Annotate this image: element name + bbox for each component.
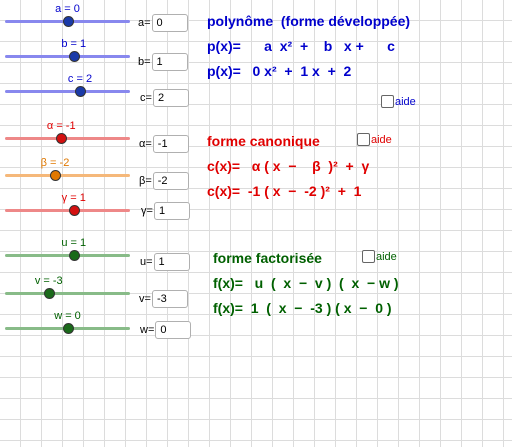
input-field-v[interactable]: v= -3: [139, 290, 188, 308]
input-label: a=: [138, 17, 151, 29]
value-input[interactable]: 1: [153, 253, 190, 271]
slider-knob[interactable]: [68, 51, 80, 62]
aide-label: aide: [395, 95, 416, 108]
aide-label: aide: [376, 250, 397, 263]
developed-form-general: p(x)= a x² + b x + c: [207, 38, 395, 54]
value-input[interactable]: -2: [152, 172, 189, 190]
slider-knob[interactable]: [75, 86, 86, 97]
slider-caption: u = 1: [61, 237, 87, 249]
input-field-alpha[interactable]: α= -1: [139, 135, 189, 153]
slider-gamma[interactable]: γ = 1: [5, 192, 130, 222]
checkbox-box[interactable]: [357, 133, 370, 146]
factored-form-general: f(x)= u ( x − v ) ( x − w ): [213, 275, 399, 291]
value-input[interactable]: 0: [151, 14, 188, 32]
slider-track[interactable]: [5, 55, 130, 58]
slider-caption: β = -2: [40, 157, 70, 169]
input-field-u[interactable]: u= 1: [140, 253, 190, 271]
factored-form-numeric: f(x)= 1 ( x − -3 ) ( x − 0 ): [213, 300, 392, 316]
developed-aide-checkbox[interactable]: aide: [381, 95, 416, 108]
input-label: α=: [139, 138, 152, 150]
slider-b[interactable]: b = 1: [5, 38, 130, 68]
slider-caption: γ = 1: [61, 192, 86, 204]
slider-caption: c = 2: [67, 73, 93, 85]
slider-knob[interactable]: [62, 323, 74, 334]
slider-caption: α = -1: [46, 120, 76, 132]
value-input[interactable]: 1: [151, 53, 188, 71]
input-label: β=: [139, 175, 152, 187]
slider-caption: a = 0: [55, 3, 80, 15]
input-field-b[interactable]: b= 1: [138, 53, 188, 71]
slider-knob[interactable]: [56, 133, 68, 144]
developed-form-numeric: p(x)= 0 x² + 1 x + 2: [207, 63, 352, 79]
developed-form-title: polynôme (forme développée): [207, 13, 411, 29]
canonical-form-general: c(x)= α ( x − β )² + γ: [207, 158, 370, 174]
input-label: b=: [138, 56, 151, 68]
canonical-form-title: forme canonique: [207, 133, 320, 149]
slider-alpha[interactable]: α = -1: [5, 120, 130, 150]
input-field-a[interactable]: a= 0: [138, 14, 188, 32]
input-label: c=: [140, 92, 152, 104]
slider-knob[interactable]: [68, 205, 80, 216]
checkbox-box[interactable]: [362, 250, 375, 263]
value-input[interactable]: 1: [153, 202, 190, 220]
slider-knob[interactable]: [62, 16, 74, 27]
input-field-c[interactable]: c= 2: [140, 89, 189, 107]
value-input[interactable]: -3: [151, 290, 188, 308]
slider-track[interactable]: [5, 137, 130, 140]
slider-track[interactable]: [5, 174, 130, 177]
slider-c[interactable]: c = 2: [5, 73, 130, 103]
input-field-beta[interactable]: β= -2: [139, 172, 189, 190]
input-field-gamma[interactable]: γ= 1: [141, 202, 190, 220]
slider-caption: b = 1: [61, 38, 87, 50]
input-label: γ=: [141, 205, 153, 217]
slider-track[interactable]: [5, 90, 130, 93]
slider-caption: w = 0: [54, 310, 81, 322]
value-input[interactable]: 2: [152, 89, 189, 107]
slider-knob[interactable]: [50, 170, 61, 181]
factored-form-title: forme factorisée: [213, 250, 322, 266]
slider-knob[interactable]: [43, 288, 55, 299]
input-field-w[interactable]: w= 0: [140, 321, 192, 339]
slider-a[interactable]: a = 0: [5, 3, 130, 33]
slider-w[interactable]: w = 0: [5, 310, 130, 340]
canonical-form-numeric: c(x)= -1 ( x − -2 )² + 1: [207, 183, 362, 199]
slider-v[interactable]: v = -3: [5, 275, 130, 305]
canonical-aide-checkbox[interactable]: aide: [357, 133, 392, 146]
slider-u[interactable]: u = 1: [5, 237, 130, 267]
slider-track[interactable]: [5, 254, 130, 257]
slider-track[interactable]: [5, 292, 130, 295]
value-input[interactable]: -1: [152, 135, 189, 153]
slider-track[interactable]: [5, 209, 130, 212]
input-label: u=: [140, 256, 153, 268]
slider-beta[interactable]: β = -2: [5, 157, 130, 187]
aide-label: aide: [371, 133, 392, 146]
input-label: w=: [140, 324, 155, 336]
slider-caption: v = -3: [34, 275, 63, 287]
checkbox-box[interactable]: [381, 95, 394, 108]
slider-knob[interactable]: [68, 250, 80, 261]
factored-aide-checkbox[interactable]: aide: [362, 250, 397, 263]
input-label: v=: [139, 293, 151, 305]
value-input[interactable]: 0: [155, 321, 192, 339]
